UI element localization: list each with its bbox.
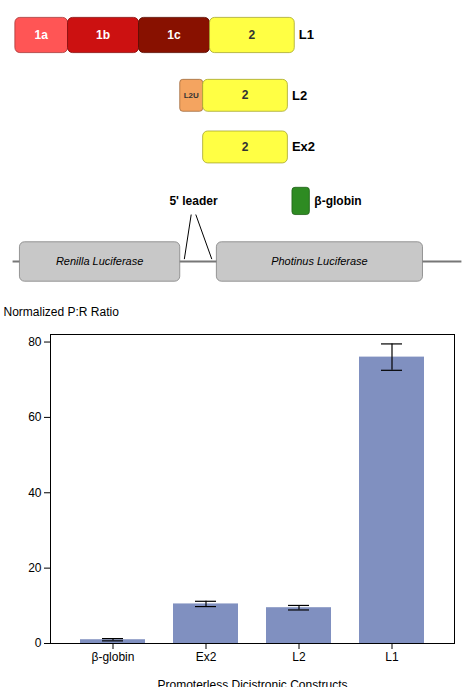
svg-text:L1: L1 <box>385 650 399 664</box>
svg-text:1b: 1b <box>96 28 110 42</box>
svg-text:Promoterless Dicistronic Const: Promoterless Dicistronic Constructs <box>157 678 347 687</box>
svg-text:Photinus Luciferase: Photinus Luciferase <box>271 255 368 267</box>
svg-text:80: 80 <box>28 335 42 349</box>
svg-text:Normalized P:R Ratio: Normalized P:R Ratio <box>4 305 120 319</box>
svg-text:L2: L2 <box>292 88 307 103</box>
svg-text:2: 2 <box>242 88 249 102</box>
svg-text:Renilla Luciferase: Renilla Luciferase <box>56 255 143 267</box>
svg-text:20: 20 <box>28 561 42 575</box>
svg-text:1c: 1c <box>167 28 181 42</box>
svg-text:Ex2: Ex2 <box>196 650 217 664</box>
svg-text:40: 40 <box>28 486 42 500</box>
svg-text:β-globin: β-globin <box>92 650 135 664</box>
svg-text:L1: L1 <box>299 27 314 42</box>
svg-text:L2U: L2U <box>184 91 199 100</box>
svg-text:β-globin: β-globin <box>314 194 361 208</box>
svg-text:1a: 1a <box>35 28 49 42</box>
svg-text:5' leader: 5' leader <box>169 194 218 208</box>
svg-text:L2: L2 <box>292 650 306 664</box>
svg-text:2: 2 <box>249 28 256 42</box>
svg-text:2: 2 <box>242 140 249 154</box>
svg-text:0: 0 <box>35 636 42 650</box>
svg-text:Ex2: Ex2 <box>292 139 315 154</box>
svg-text:60: 60 <box>28 410 42 424</box>
